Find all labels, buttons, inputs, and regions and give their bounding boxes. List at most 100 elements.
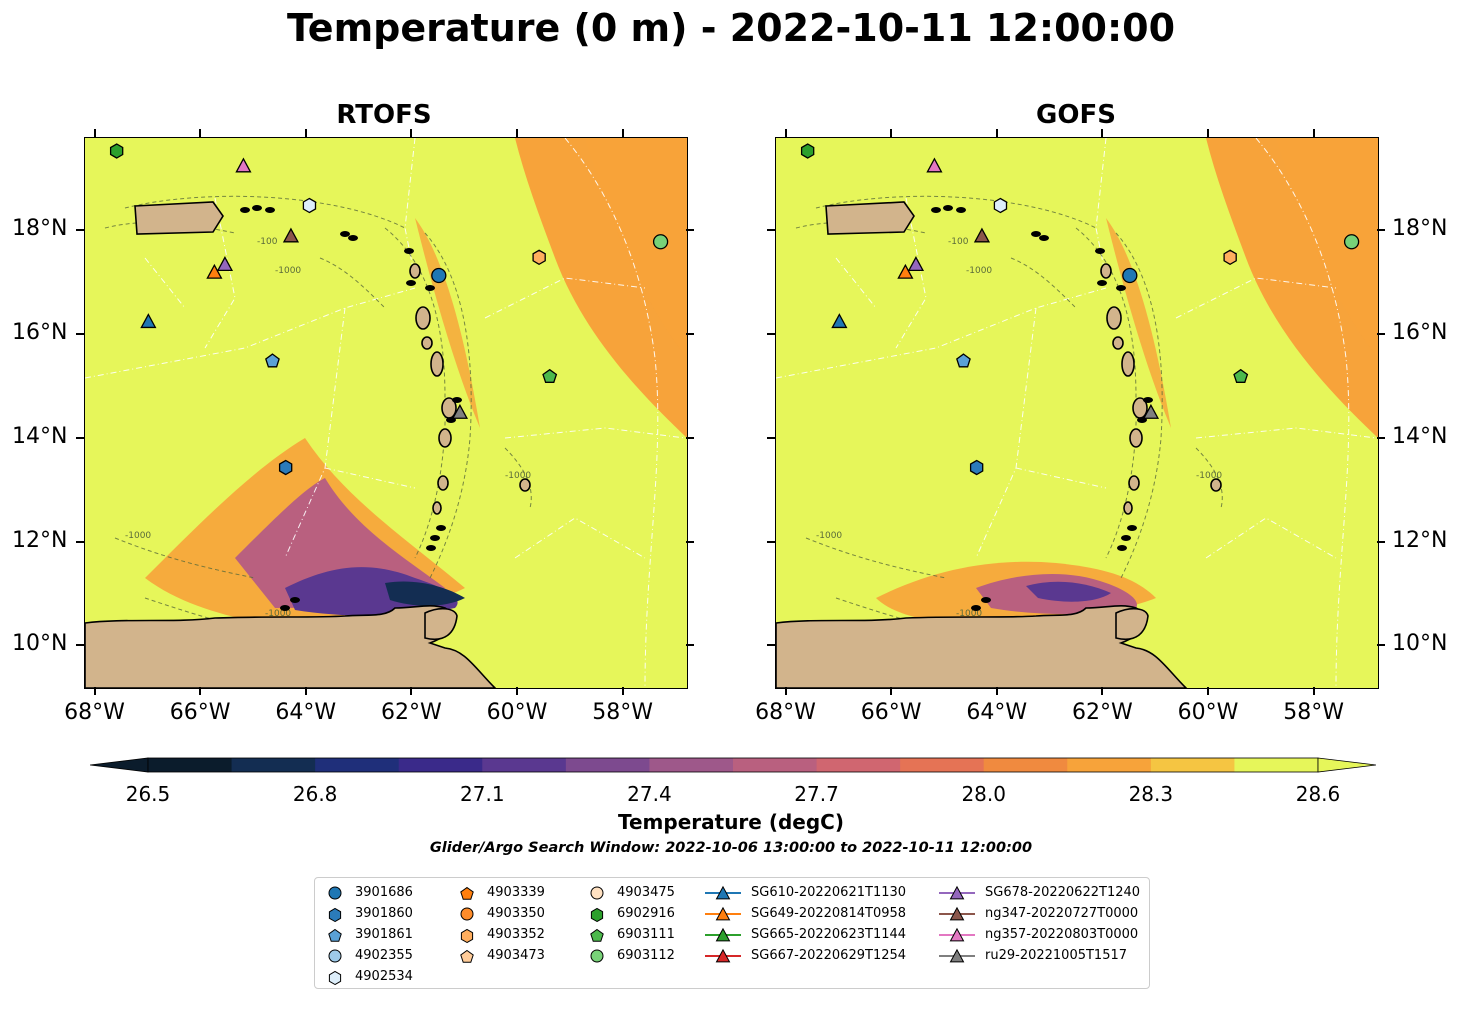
circle-icon — [328, 949, 342, 962]
lon-tick-mark — [890, 687, 893, 695]
triangle-icon — [705, 906, 741, 920]
plume-core — [385, 581, 465, 606]
hexagon-icon — [328, 907, 342, 922]
contour-label: -1000 — [505, 471, 531, 481]
colorbar-segment — [231, 758, 316, 772]
legend-label: 4903350 — [487, 906, 545, 921]
lat-tick-mark — [1377, 333, 1385, 336]
marker-6903112 — [652, 234, 669, 250]
legend-item: 4903350 — [455, 903, 545, 924]
lon-tick-mark — [410, 687, 413, 695]
lat-tick-mark — [767, 436, 775, 439]
lon-tick-mark — [199, 129, 202, 137]
marker-4903352 — [532, 249, 546, 266]
lon-tick-label: 64°W — [966, 700, 1028, 725]
puerto-rico — [825, 201, 915, 235]
contour-label: -1000 — [956, 609, 982, 619]
triangle-icon — [705, 927, 741, 941]
marker-6903111 — [542, 368, 558, 383]
circle-icon — [328, 886, 342, 899]
lon-tick-label: 68°W — [64, 700, 125, 725]
colorbar-tick-label: 27.4 — [627, 782, 672, 806]
lat-tick-mark — [767, 644, 775, 647]
lat-tick-label: 18°N — [1392, 216, 1448, 242]
land — [776, 201, 1222, 688]
lon-tick-mark — [1312, 129, 1315, 137]
lon-tick-label: 68°W — [755, 700, 816, 725]
map-gofs-canvas: -100 -1000 -1000 -1000 -1000 — [776, 138, 1378, 688]
islets — [240, 205, 462, 611]
colorbar-segment — [649, 758, 734, 772]
legend-label: SG665-20220623T1144 — [751, 927, 907, 942]
lon-tick-mark — [93, 687, 96, 695]
marker-6903112 — [1343, 234, 1360, 250]
pentagon-icon — [460, 886, 474, 900]
legend-label: 6902916 — [617, 906, 675, 921]
lon-tick-mark — [890, 129, 893, 137]
contour-label: -1000 — [265, 609, 291, 619]
lon-tick-label: 62°W — [1072, 700, 1133, 725]
lon-tick-mark — [1312, 687, 1315, 695]
colorbar-segment — [482, 758, 567, 772]
legend-label: 4903475 — [617, 885, 675, 900]
lat-tick-mark — [767, 229, 775, 232]
puerto-rico — [134, 201, 224, 235]
marker-3901861 — [956, 353, 971, 368]
pentagon-icon — [590, 928, 604, 942]
marker-ng347-20220727T0000 — [282, 227, 300, 243]
legend-item: 4902534 — [323, 966, 413, 987]
lon-tick-label: 60°W — [1177, 700, 1239, 725]
lon-tick-mark — [516, 687, 519, 695]
legend-item: SG610-20220621T1130 — [703, 882, 906, 903]
venezuela — [85, 605, 497, 688]
colorbar-tick-label: 27.7 — [794, 782, 839, 806]
lat-tick-label: 16°N — [12, 320, 68, 346]
legend-label: 4902534 — [355, 969, 413, 984]
colorbar-extend-high — [1317, 757, 1376, 773]
marker-ng357-20220803T0000 — [926, 157, 943, 173]
marker-3901860 — [278, 459, 293, 476]
marker-3901686 — [431, 267, 447, 284]
legend-column: 4903339 4903350 4903352 4903473 — [455, 882, 545, 966]
lon-tick-mark — [1101, 129, 1104, 137]
trinidad — [1115, 607, 1149, 640]
marker-SG610-20220621T1130 — [140, 313, 157, 329]
lat-tick-mark — [76, 229, 84, 232]
marker-SG649-20220814T0958 — [897, 263, 914, 279]
colorbar-label: Temperature (degC) — [618, 810, 844, 834]
pentagon-icon — [460, 949, 474, 963]
lat-tick-label: 14°N — [12, 423, 68, 449]
warm-filament — [415, 218, 480, 428]
legend-column: 4903475 6902916 6903111 6903112 — [585, 882, 675, 966]
legend-item: SG678-20220622T1240 — [937, 882, 1140, 903]
lat-tick-mark — [76, 644, 84, 647]
trinidad — [424, 607, 458, 640]
colorbar-tick-label: 28.3 — [1128, 782, 1174, 806]
contour-label: -100 — [257, 237, 278, 247]
lat-tick-label: 14°N — [1392, 423, 1448, 449]
legend-label: SG678-20220622T1240 — [985, 885, 1141, 900]
triangle-icon — [939, 948, 975, 962]
map-rtofs: -100 -1000 -1000 -1000 -1000 — [84, 137, 688, 689]
marker-6902916 — [800, 143, 815, 159]
legend-item: SG667-20220629T1254 — [703, 945, 906, 966]
legend-item: 3901686 — [323, 882, 413, 903]
legend-label: SG610-20220621T1130 — [751, 885, 907, 900]
colorbar-segment — [816, 758, 901, 772]
colorbar — [90, 757, 1376, 773]
panel-title-rtofs: RTOFS — [336, 100, 432, 130]
legend-label: 6903111 — [617, 927, 675, 942]
legend-label: 4903473 — [487, 948, 545, 963]
marker-4902534 — [302, 197, 317, 214]
lon-tick-mark — [621, 129, 624, 137]
lon-tick-mark — [621, 687, 624, 695]
colorbar-segment — [1067, 758, 1152, 772]
marker-SG678-20220622T1240 — [907, 256, 925, 272]
contour-label: -1000 — [125, 531, 151, 541]
legend-item: SG665-20220623T1144 — [703, 924, 906, 945]
legend-item: 4903352 — [455, 924, 545, 945]
lat-tick-label: 12°N — [12, 527, 68, 553]
colorbar-segment — [733, 758, 818, 772]
lat-tick-mark — [767, 333, 775, 336]
legend-label: 6903112 — [617, 948, 675, 963]
